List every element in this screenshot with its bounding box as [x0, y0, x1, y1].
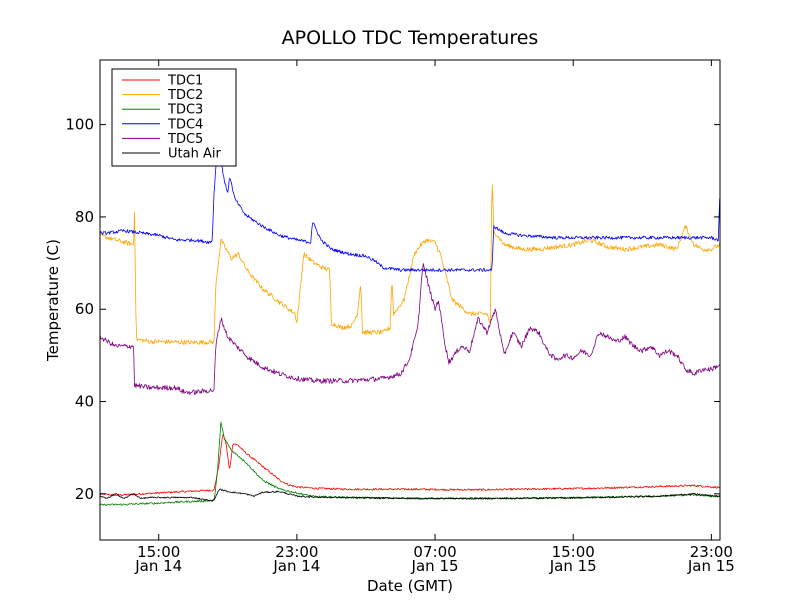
x-tick-label-time: 15:00 [137, 543, 180, 561]
legend-label-tdc2: TDC2 [167, 88, 203, 103]
series-line-tdc4 [100, 143, 720, 272]
legend-label-tdc5: TDC5 [167, 132, 203, 147]
x-tick-label-date: Jan 15 [549, 557, 597, 575]
series-line-tdc1 [100, 434, 720, 497]
legend-label-tdc3: TDC3 [167, 103, 203, 118]
x-tick-label-time: 07:00 [413, 543, 456, 561]
y-tick-label: 100 [65, 116, 94, 134]
series-layer [100, 143, 720, 507]
x-tick-label-date: Jan 15 [411, 557, 459, 575]
y-axis-label: Temperature (C) [44, 239, 62, 362]
chart-title: APOLLO TDC Temperatures [282, 27, 539, 49]
x-tick-label-date: Jan 14 [134, 557, 182, 575]
plot-frame [99, 59, 721, 541]
y-tick-label: 20 [75, 485, 94, 503]
series-line-tdc2 [100, 184, 720, 345]
x-tick-label-time: 23:00 [275, 543, 318, 561]
y-tick-label: 80 [75, 208, 94, 226]
x-tick-label-date: Jan 15 [687, 557, 735, 575]
legend-label-tdc4: TDC4 [167, 117, 203, 132]
x-tick-label-time: 15:00 [552, 543, 595, 561]
legend-label-tdc1: TDC1 [167, 74, 203, 89]
legend-label-utah-air: Utah Air [168, 147, 221, 162]
series-line-tdc5 [100, 263, 720, 395]
series-line-utah-air [100, 488, 720, 502]
y-tick-label: 60 [75, 300, 94, 318]
x-axis-label: Date (GMT) [367, 577, 453, 595]
y-tick-label: 40 [75, 393, 94, 411]
x-tick-label-time: 23:00 [690, 543, 733, 561]
x-tick-label-date: Jan 14 [272, 557, 320, 575]
legend-box [111, 68, 237, 167]
